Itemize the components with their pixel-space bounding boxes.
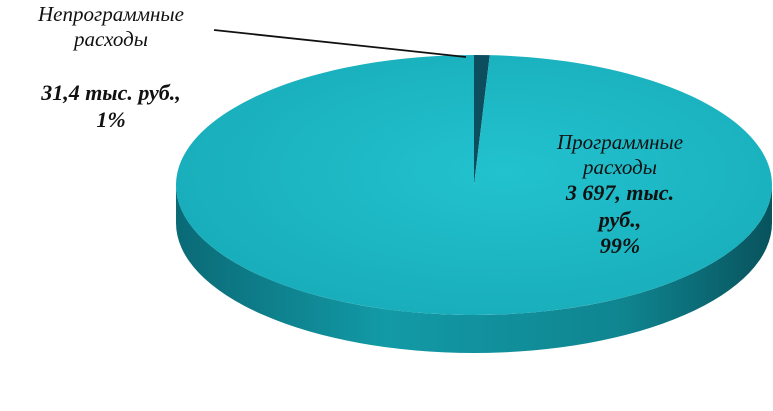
label-nonprogram-percent: 1% [96,106,126,132]
pie-slice-nonprogram [474,55,490,185]
label-program-name-1: Программные [556,130,684,154]
label-program-value-1: 3 697, тыс. [565,180,675,206]
leader-line [213,29,467,58]
label-program: Программные расходы 3 697, тыс. руб., 99… [520,130,720,260]
pie-slice-program [175,54,772,315]
label-program-value-2: руб., [598,206,642,232]
label-nonprogram-name-1: Непрограммные [38,2,184,26]
label-nonprogram: Непрограммные расходы 31,4 тыс. руб., 1% [6,2,216,133]
label-nonprogram-value: 31,4 тыс. руб., [41,80,181,106]
label-nonprogram-name-2: расходы [74,27,148,52]
label-program-name-2: расходы [583,155,657,180]
label-program-percent: 99% [599,233,641,259]
pie-side-wall [176,185,772,353]
